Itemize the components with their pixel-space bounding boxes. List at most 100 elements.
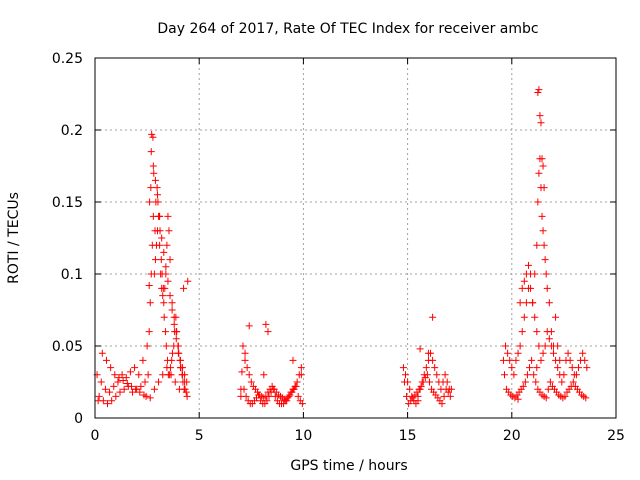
data-point: [182, 388, 190, 396]
data-point: [241, 356, 249, 364]
data-point: [541, 256, 549, 264]
data-point: [538, 212, 546, 220]
x-tick-label: 20: [503, 428, 521, 444]
data-point: [264, 328, 272, 336]
data-point: [532, 378, 540, 386]
data-point: [241, 349, 249, 357]
data-point: [98, 349, 106, 357]
data-point: [429, 356, 437, 364]
data-point: [150, 385, 158, 393]
data-point: [285, 392, 293, 400]
data-point: [533, 328, 541, 336]
data-point: [260, 371, 268, 379]
data-point: [506, 356, 514, 364]
data-point: [271, 392, 279, 400]
data-point: [95, 392, 103, 400]
data-point: [158, 270, 166, 278]
data-point: [141, 378, 149, 386]
data-point: [245, 371, 253, 379]
data-point: [151, 176, 159, 184]
data-point: [535, 86, 543, 94]
data-point: [414, 397, 422, 405]
data-point: [108, 397, 116, 405]
data-point: [539, 349, 547, 357]
data-point: [518, 284, 526, 292]
chart-title: Day 264 of 2017, Rate Of TEC Index for r…: [157, 21, 538, 37]
data-point: [119, 377, 127, 385]
data-point: [176, 356, 184, 364]
data-point: [572, 371, 580, 379]
data-point: [530, 371, 538, 379]
data-point: [531, 313, 539, 321]
data-point: [536, 112, 544, 120]
data-point: [110, 382, 118, 390]
data-point: [568, 364, 576, 372]
data-point: [145, 282, 153, 290]
data-point: [165, 227, 173, 235]
data-point: [504, 349, 512, 357]
data-point: [161, 328, 169, 336]
data-point: [424, 349, 432, 357]
data-point: [162, 342, 170, 350]
data-point: [294, 392, 302, 400]
data-point: [566, 356, 574, 364]
data-point: [160, 313, 168, 321]
data-point: [542, 270, 550, 278]
data-point: [433, 371, 441, 379]
data-point: [164, 212, 172, 220]
data-point: [255, 391, 263, 399]
y-tick-label: 0.05: [52, 339, 83, 355]
data-point: [520, 277, 528, 285]
data-point: [425, 378, 433, 386]
data-point: [534, 198, 542, 206]
grid-lines: [95, 58, 616, 418]
data-point: [527, 284, 535, 292]
data-point: [106, 388, 114, 396]
data-point: [533, 241, 541, 249]
data-point: [168, 306, 176, 314]
data-point: [179, 371, 187, 379]
data-point: [155, 378, 163, 386]
x-tick-labels: 0 5 10 15 20 25: [91, 428, 625, 444]
data-point: [543, 284, 551, 292]
data-point: [297, 364, 305, 372]
y-tick-labels: 0 0.05 0.1 0.15 0.2 0.25: [52, 51, 83, 427]
data-point: [171, 378, 179, 386]
data-point: [149, 162, 157, 170]
data-point: [173, 328, 181, 336]
data-point: [94, 397, 102, 405]
data-point: [158, 234, 166, 242]
data-point: [554, 342, 562, 350]
data-point: [535, 169, 543, 177]
data-point: [298, 400, 306, 408]
x-tick-label: 5: [195, 428, 204, 444]
data-point: [142, 392, 150, 400]
data-point: [512, 356, 520, 364]
data-point: [172, 335, 180, 343]
data-point: [293, 378, 301, 386]
data-point: [111, 371, 119, 379]
data-point: [240, 385, 248, 393]
data-point: [533, 364, 541, 372]
data-point: [538, 155, 546, 163]
data-point: [247, 378, 255, 386]
data-point: [263, 397, 271, 405]
data-point: [139, 356, 147, 364]
y-tick-label: 0.2: [61, 123, 83, 139]
data-point: [265, 392, 273, 400]
data-point: [516, 342, 524, 350]
data-point: [169, 349, 177, 357]
data-point: [422, 364, 430, 372]
data-point: [120, 385, 128, 393]
data-point: [168, 299, 176, 307]
data-point: [416, 345, 424, 353]
data-point: [558, 378, 566, 386]
y-tick-label: 0.25: [52, 51, 83, 67]
data-point: [522, 299, 530, 307]
data-point: [542, 394, 550, 402]
data-point: [160, 299, 168, 307]
data-point: [402, 371, 410, 379]
data-point: [537, 356, 545, 364]
data-point: [443, 378, 451, 386]
data-point: [556, 356, 564, 364]
